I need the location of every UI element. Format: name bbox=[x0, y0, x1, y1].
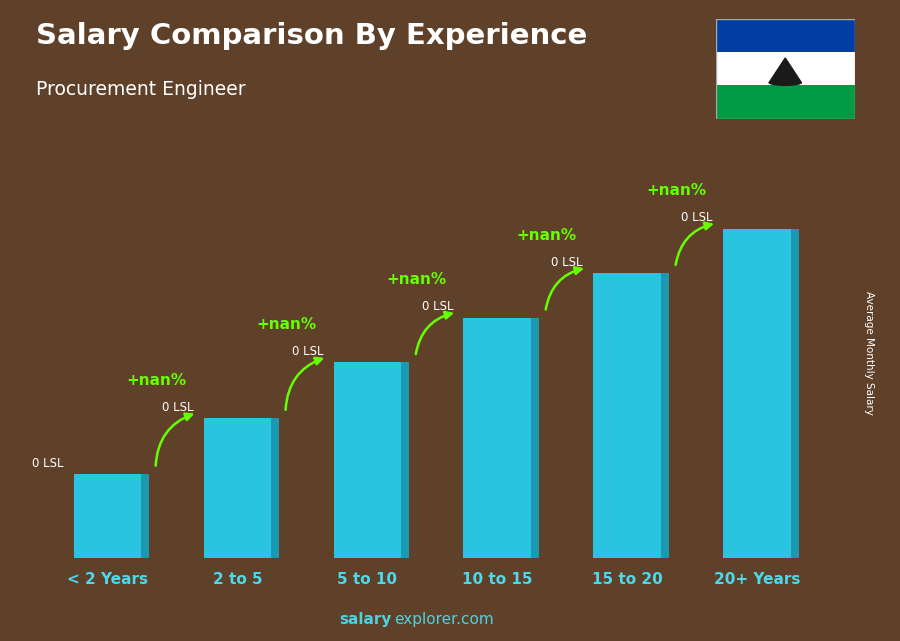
Text: 0 LSL: 0 LSL bbox=[292, 345, 323, 358]
Text: 0 LSL: 0 LSL bbox=[421, 301, 453, 313]
Bar bbox=[593, 273, 661, 558]
Bar bbox=[334, 362, 401, 558]
Bar bbox=[791, 229, 798, 558]
Bar bbox=[464, 318, 531, 558]
Text: Procurement Engineer: Procurement Engineer bbox=[36, 80, 246, 99]
Text: 0 LSL: 0 LSL bbox=[162, 401, 194, 414]
Text: +nan%: +nan% bbox=[517, 228, 577, 242]
Bar bbox=[661, 273, 669, 558]
Bar bbox=[74, 474, 141, 558]
Bar bbox=[531, 318, 539, 558]
Ellipse shape bbox=[769, 79, 802, 86]
Bar bbox=[724, 229, 791, 558]
Text: +nan%: +nan% bbox=[646, 183, 706, 198]
Text: +nan%: +nan% bbox=[256, 317, 317, 332]
Text: 0 LSL: 0 LSL bbox=[681, 211, 713, 224]
Bar bbox=[716, 53, 855, 85]
Bar bbox=[271, 418, 279, 558]
Text: 0 LSL: 0 LSL bbox=[552, 256, 583, 269]
Bar bbox=[401, 362, 409, 558]
Text: explorer.com: explorer.com bbox=[394, 612, 494, 627]
Text: salary: salary bbox=[339, 612, 392, 627]
Polygon shape bbox=[769, 58, 802, 83]
Bar bbox=[716, 19, 855, 53]
Text: Average Monthly Salary: Average Monthly Salary bbox=[863, 290, 874, 415]
Text: +nan%: +nan% bbox=[127, 372, 187, 388]
Bar bbox=[141, 474, 149, 558]
Text: Salary Comparison By Experience: Salary Comparison By Experience bbox=[36, 22, 587, 51]
Bar bbox=[203, 418, 271, 558]
Text: +nan%: +nan% bbox=[387, 272, 446, 287]
Text: 0 LSL: 0 LSL bbox=[32, 456, 63, 470]
Bar bbox=[716, 85, 855, 119]
